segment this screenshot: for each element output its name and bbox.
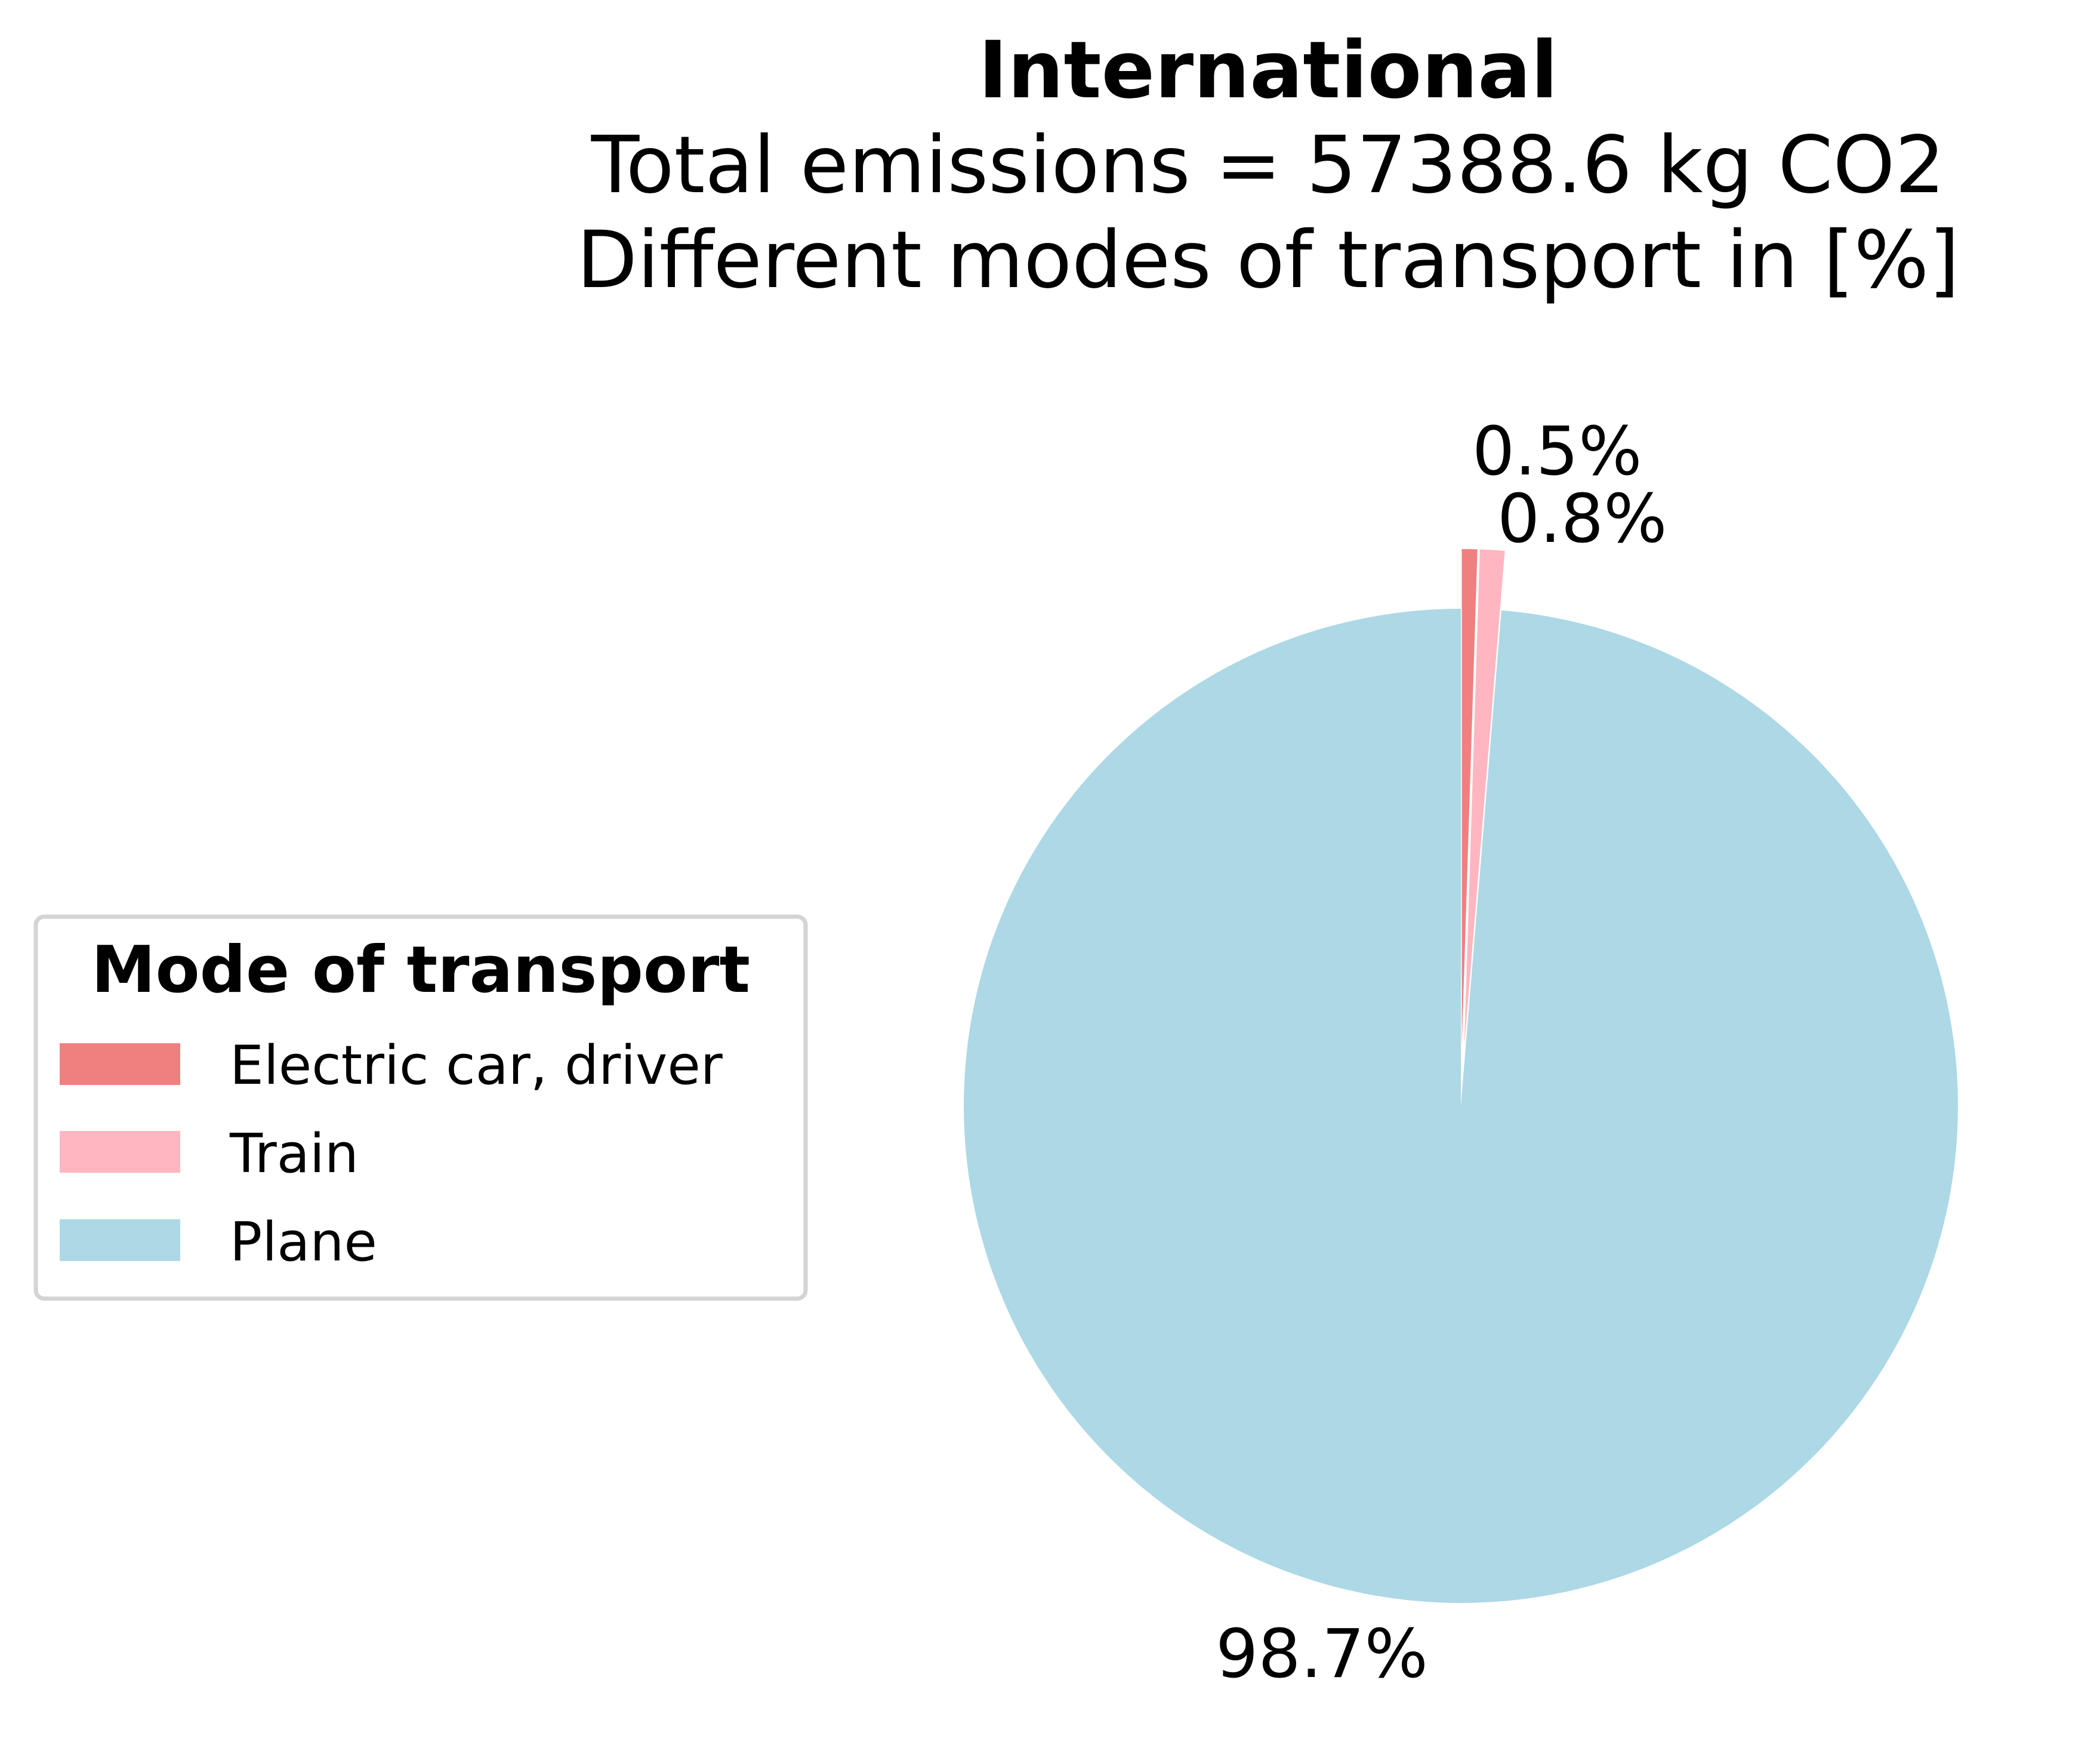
legend-swatch-train xyxy=(60,1131,180,1173)
legend-box xyxy=(33,914,808,1301)
legend-label-train: Train xyxy=(229,1123,359,1185)
chart-title: International xyxy=(978,24,1558,116)
pie-slice-train xyxy=(1464,549,1505,1047)
legend-swatch-plane xyxy=(60,1219,180,1261)
slice-label-plane: 98.7% xyxy=(1216,1616,1428,1693)
pie-slices xyxy=(964,549,1959,1603)
slice-label-electric-car: 0.5% xyxy=(1472,413,1642,491)
pie-slice-plane xyxy=(964,609,1959,1603)
slice-label-train: 0.8% xyxy=(1497,480,1667,558)
chart-subtitle-line-2: Different modes of transport in [%] xyxy=(576,214,1959,306)
legend: Mode of transport Electric car, driver T… xyxy=(33,914,808,1301)
legend-label-electric-car: Electric car, driver xyxy=(230,1034,723,1097)
pie-slice-electric-car xyxy=(1461,549,1478,1047)
legend-title: Mode of transport xyxy=(91,933,750,1007)
chart-subtitle-line-1: Total emissions = 57388.6 kg CO2 xyxy=(591,119,1945,211)
legend-swatch-electric-car xyxy=(60,1043,180,1085)
legend-label-plane: Plane xyxy=(230,1211,377,1274)
